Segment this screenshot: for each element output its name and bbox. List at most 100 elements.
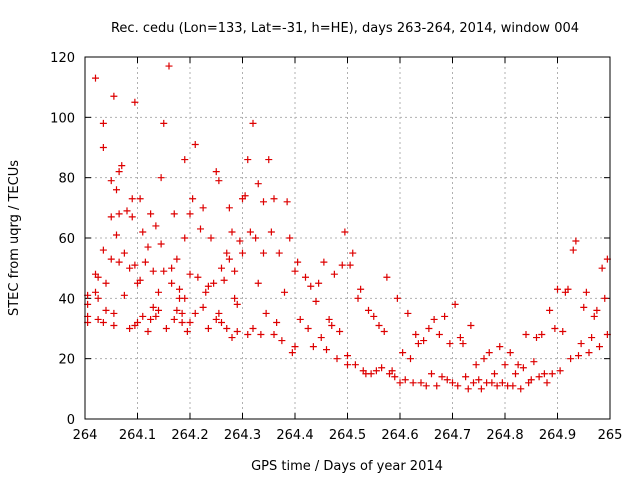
data-point bbox=[144, 328, 152, 336]
data-point bbox=[396, 379, 404, 387]
y-tick-label: 80 bbox=[58, 172, 75, 187]
data-point bbox=[233, 328, 241, 336]
data-point bbox=[409, 379, 417, 387]
data-point bbox=[527, 376, 535, 384]
data-point bbox=[257, 331, 265, 339]
data-point bbox=[501, 361, 509, 369]
data-point bbox=[307, 282, 315, 290]
data-point bbox=[102, 279, 110, 287]
data-point bbox=[207, 234, 215, 242]
x-axis-label: GPS time / Days of year 2014 bbox=[251, 459, 443, 474]
x-axis-tick-labels: 264 264.1 264.2 264.3 264.4 264.5 264.6 264.7 26… bbox=[73, 428, 623, 443]
data-point bbox=[244, 156, 252, 164]
data-point bbox=[131, 261, 139, 269]
data-point bbox=[522, 331, 530, 339]
data-point bbox=[351, 361, 359, 369]
data-point bbox=[231, 294, 239, 302]
y-tick-label: 0 bbox=[67, 413, 75, 428]
data-point bbox=[535, 373, 543, 381]
data-point bbox=[262, 309, 270, 317]
data-point bbox=[383, 273, 391, 281]
data-point bbox=[341, 228, 349, 236]
data-point bbox=[323, 346, 330, 354]
data-point bbox=[585, 349, 593, 357]
data-point bbox=[336, 328, 344, 336]
data-point bbox=[225, 204, 233, 212]
data-point bbox=[467, 321, 475, 329]
data-point bbox=[509, 382, 517, 390]
data-point bbox=[157, 240, 165, 248]
data-point bbox=[189, 195, 197, 203]
data-point bbox=[302, 273, 309, 281]
data-point bbox=[220, 276, 228, 284]
data-point bbox=[197, 225, 204, 233]
data-point bbox=[249, 119, 257, 127]
data-point bbox=[459, 340, 467, 348]
data-point bbox=[194, 273, 202, 281]
data-point bbox=[577, 340, 585, 348]
data-point bbox=[128, 195, 136, 203]
data-point bbox=[325, 315, 333, 323]
data-point bbox=[372, 367, 380, 375]
data-point bbox=[136, 195, 144, 203]
data-point bbox=[477, 385, 485, 393]
data-point bbox=[399, 349, 407, 357]
data-point bbox=[157, 174, 165, 182]
data-point bbox=[367, 370, 375, 378]
data-point bbox=[480, 355, 488, 363]
data-point bbox=[296, 315, 304, 323]
data-point bbox=[218, 264, 225, 272]
data-point bbox=[165, 62, 173, 70]
data-point bbox=[425, 325, 433, 332]
data-point bbox=[204, 325, 212, 332]
data-point bbox=[559, 328, 567, 336]
data-point bbox=[186, 270, 194, 278]
data-point bbox=[485, 349, 493, 357]
data-point bbox=[546, 306, 554, 314]
data-point bbox=[441, 312, 449, 320]
data-point bbox=[554, 285, 561, 293]
data-point bbox=[110, 309, 118, 317]
data-point bbox=[433, 382, 441, 390]
data-point bbox=[173, 306, 181, 314]
data-point bbox=[278, 337, 286, 345]
data-point bbox=[393, 294, 401, 302]
data-point bbox=[102, 306, 110, 314]
data-point bbox=[160, 119, 168, 127]
data-point bbox=[215, 309, 223, 317]
data-point bbox=[328, 321, 336, 329]
data-point bbox=[344, 352, 351, 360]
data-point bbox=[254, 279, 262, 287]
data-point bbox=[181, 294, 189, 302]
data-point bbox=[210, 279, 218, 287]
data-point bbox=[512, 370, 519, 378]
data-point bbox=[152, 312, 160, 320]
data-point bbox=[178, 309, 186, 317]
data-point bbox=[99, 119, 107, 127]
x-tick-label: 264.5 bbox=[329, 428, 366, 443]
data-point bbox=[462, 373, 470, 381]
data-point bbox=[144, 243, 152, 251]
data-point bbox=[291, 343, 299, 351]
data-point bbox=[598, 264, 606, 272]
data-point bbox=[99, 144, 107, 151]
data-point bbox=[141, 258, 149, 266]
data-point bbox=[588, 334, 596, 342]
data-point bbox=[110, 321, 118, 329]
data-point bbox=[231, 267, 239, 275]
data-point bbox=[212, 168, 220, 176]
data-point bbox=[113, 186, 120, 194]
data-point bbox=[401, 376, 409, 384]
data-point bbox=[357, 285, 365, 293]
data-point bbox=[365, 306, 372, 314]
x-tick-label: 264.6 bbox=[381, 428, 418, 443]
data-point bbox=[191, 309, 199, 317]
data-point bbox=[99, 318, 107, 326]
data-point bbox=[265, 156, 273, 164]
y-tick-label: 40 bbox=[58, 292, 75, 307]
data-point bbox=[249, 325, 257, 332]
data-point bbox=[330, 270, 338, 278]
data-point bbox=[149, 267, 157, 275]
x-tick-label: 264 bbox=[73, 428, 98, 443]
